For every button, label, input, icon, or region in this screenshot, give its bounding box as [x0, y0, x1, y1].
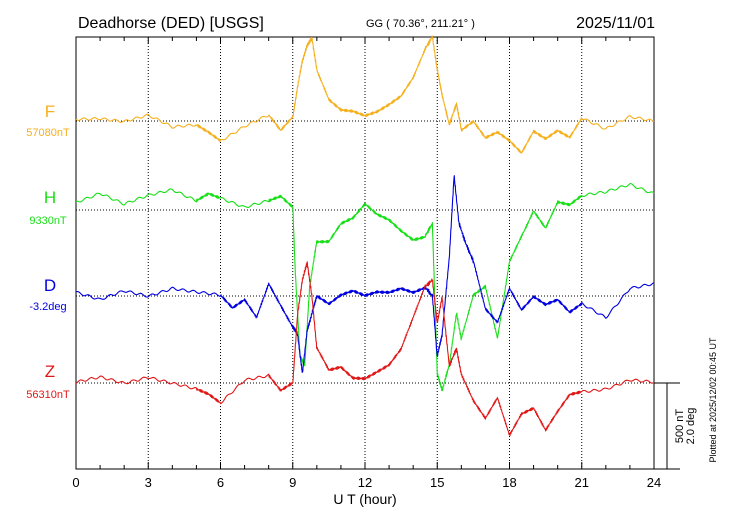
x-tick-label-24: 24 [647, 475, 661, 490]
station-title: Deadhorse (DED) [USGS] [78, 15, 264, 32]
plotted-timestamp: Plotted at 2025/12/02 00:45 UT [708, 337, 718, 463]
date-label: 2025/11/01 [576, 15, 655, 32]
series-lines [75, 35, 655, 437]
x-tick-label-18: 18 [502, 475, 516, 490]
series-line-H [75, 183, 655, 392]
x-tick-label-15: 15 [430, 475, 444, 490]
coords-label: GG ( 70.36°, 211.21° ) [366, 18, 475, 30]
baseline-value-Z: 56310nT [26, 389, 70, 401]
x-tick-label-0: 0 [72, 475, 79, 490]
series-label-Z: Z [45, 362, 55, 381]
scale-bar: 500 nT 2.0 deg [654, 382, 697, 470]
x-tick-label-21: 21 [575, 475, 589, 490]
series-label-F: F [45, 102, 55, 121]
x-axis-label: U T (hour) [333, 491, 396, 507]
baseline-value-F: 57080nT [26, 127, 70, 139]
series-label-D: D [44, 276, 56, 295]
series-line-Z [75, 261, 654, 437]
series-line-F [75, 35, 655, 154]
series-labels: F 57080nT H 9330nT D -3.2deg Z 56310nT [26, 102, 70, 401]
scale-bar-nt: 500 nT [674, 409, 686, 444]
grid-lines [147, 37, 583, 469]
series-line-D [75, 175, 654, 374]
scale-bar-deg: 2.0 deg [685, 408, 697, 445]
baseline-value-D: -3.2deg [29, 301, 66, 313]
x-tick-label-9: 9 [289, 475, 296, 490]
baseline-value-H: 9330nT [29, 215, 67, 227]
x-tick-label-12: 12 [358, 475, 372, 490]
x-tick-label-3: 3 [145, 475, 152, 490]
x-ticks: 0 3 6 9 12 15 18 21 24 [72, 37, 661, 490]
series-label-H: H [44, 188, 56, 207]
x-tick-label-6: 6 [217, 475, 224, 490]
